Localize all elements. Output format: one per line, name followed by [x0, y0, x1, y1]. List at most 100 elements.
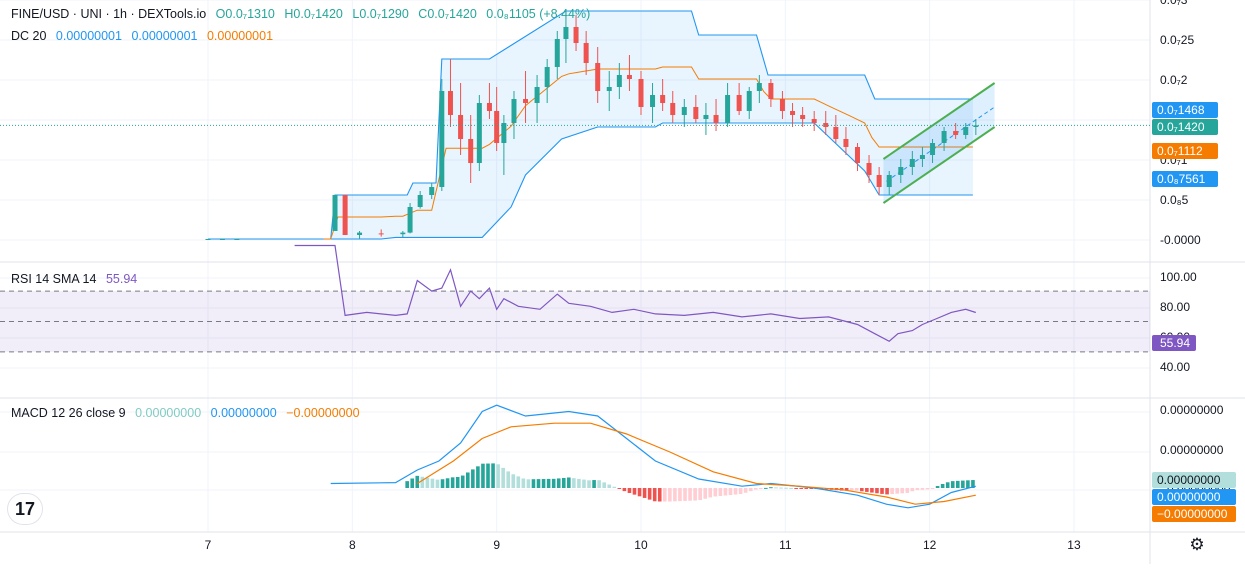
candle	[790, 103, 796, 127]
candle-body	[703, 115, 709, 119]
histogram-bar	[804, 488, 809, 489]
candle	[909, 151, 915, 175]
histogram-bar	[698, 488, 702, 501]
histogram-bar	[460, 475, 465, 488]
price-badge: 0.0₇1468	[1152, 102, 1218, 118]
histogram-bar	[971, 480, 975, 488]
candle	[833, 115, 839, 143]
histogram-bar	[582, 479, 586, 488]
candle-body	[909, 159, 915, 167]
histogram-bar	[481, 463, 485, 488]
histogram-bar	[849, 488, 854, 491]
candle-body	[468, 139, 474, 163]
candle	[439, 79, 445, 191]
histogram-bar	[435, 479, 440, 488]
histogram-bar	[597, 480, 601, 488]
candle-body	[650, 95, 656, 107]
gear-icon[interactable]: ⚙	[1189, 535, 1205, 555]
dc-value-basis: 0.00000001	[206, 29, 274, 43]
candle-body	[429, 187, 435, 195]
candle	[973, 119, 979, 135]
candle	[458, 83, 464, 155]
candle	[693, 95, 699, 123]
candle	[703, 103, 709, 135]
symbol-title[interactable]: FINE/USD · UNI · 1h · DEXTools.io	[11, 7, 207, 21]
candle-body	[583, 43, 589, 63]
candle	[941, 127, 947, 151]
histogram-bar	[541, 479, 546, 488]
histogram-bar	[521, 478, 526, 488]
rsi-badge-bg	[1152, 335, 1196, 351]
histogram-bar	[551, 478, 556, 488]
histogram-bar	[455, 476, 460, 488]
candle	[811, 111, 817, 131]
candle	[476, 95, 482, 171]
histogram-bar	[415, 475, 420, 488]
signal-line	[416, 422, 976, 505]
histogram-bar	[809, 488, 814, 489]
candle	[554, 31, 560, 79]
candle	[725, 83, 731, 127]
rsi-legend: RSI 14 SMA 14 55.94	[11, 272, 143, 286]
histogram-bar	[961, 480, 965, 488]
histogram-bar	[577, 478, 581, 488]
price-badge-text: 0.0₈7561	[1157, 172, 1206, 186]
histogram-bar	[683, 488, 687, 501]
price-badge: 0.0₇1420	[1152, 119, 1218, 135]
macd-badge-text: 0.00000000	[1157, 490, 1221, 504]
tradingview-logo[interactable]: 17	[8, 494, 42, 524]
candle	[963, 123, 969, 139]
candle	[234, 239, 240, 240]
time-tick-label: 9	[493, 538, 500, 552]
macd-label[interactable]: MACD 12 26 close 9	[11, 406, 126, 420]
price-tick-label: 0.0₇2	[1160, 73, 1188, 87]
candle-body	[219, 239, 225, 240]
rsi-value: 55.94	[105, 272, 138, 286]
histogram-bar	[663, 488, 667, 502]
histogram-bar	[506, 471, 511, 488]
histogram-bar	[738, 488, 743, 495]
dc-label[interactable]: DC 20	[11, 29, 47, 43]
histogram-bar	[511, 474, 516, 488]
rsi-label[interactable]: RSI 14 SMA 14	[11, 272, 97, 286]
candle-body	[670, 103, 676, 115]
histogram-bar	[450, 477, 455, 488]
candle-body	[756, 83, 762, 91]
candle	[573, 15, 579, 51]
rsi-badge-text: 55.94	[1160, 336, 1190, 350]
histogram-bar	[854, 488, 859, 491]
candle-body	[638, 79, 644, 107]
candle	[595, 47, 601, 103]
histogram-bar	[678, 488, 682, 502]
candle-body	[544, 67, 550, 87]
histogram-bar	[556, 478, 561, 488]
macd-badge-text: 0.00000000	[1157, 473, 1221, 487]
candle-body	[768, 83, 774, 99]
candle	[638, 71, 644, 115]
histogram-bar	[915, 488, 920, 491]
histogram-bar	[789, 487, 793, 489]
candle	[511, 91, 517, 139]
candle-body	[234, 239, 240, 240]
time-tick-label: 10	[634, 538, 648, 552]
histogram-bar	[703, 488, 708, 499]
histogram-bar	[890, 488, 894, 495]
candle	[768, 79, 774, 107]
candle-body	[573, 27, 579, 43]
candle	[854, 143, 860, 171]
candle-body	[501, 123, 507, 143]
donchian-fill	[208, 11, 973, 239]
macd-line	[330, 404, 976, 509]
histogram-bar	[748, 488, 753, 492]
candle-body	[713, 115, 719, 123]
histogram-bar	[844, 488, 849, 491]
candle	[670, 91, 676, 123]
histogram-bar	[546, 478, 551, 488]
candle	[219, 239, 225, 240]
time-tick-label: 11	[779, 538, 792, 552]
macd-badge: 0.00000000	[1152, 489, 1236, 505]
histogram-bar	[526, 479, 531, 488]
candle-body	[681, 107, 687, 115]
